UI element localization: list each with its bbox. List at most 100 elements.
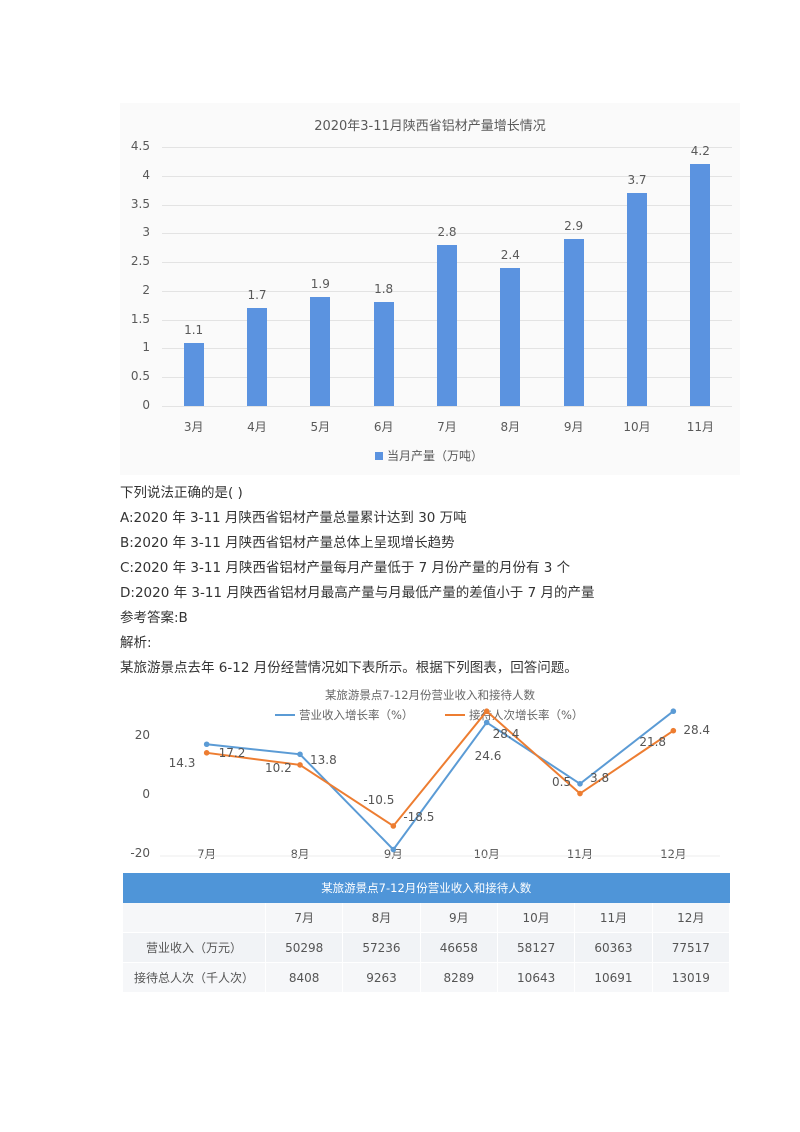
option-c: C:2020 年 3-11 月陕西省铝材产量每月产量低于 7 月份产量的月份有 … xyxy=(120,560,571,576)
x-tick-label: 4月 xyxy=(247,420,267,434)
legend-line-blue-icon xyxy=(275,714,295,716)
table-cell: 9月 xyxy=(420,903,498,933)
table-header-row: 7月 8月 9月 10月 11月 12月 xyxy=(123,903,731,933)
table-cell: 8月 xyxy=(342,903,421,933)
table-cell: 10691 xyxy=(574,962,653,993)
data-label: 10.2 xyxy=(265,761,292,775)
table-cell: 13019 xyxy=(652,962,731,993)
y-tick-label: 0 xyxy=(142,398,150,412)
table-cell: 接待总人次（千人次） xyxy=(123,962,266,993)
bar-chart-legend: 当月产量（万吨） xyxy=(375,447,483,464)
table-cell: 9263 xyxy=(342,962,421,993)
y-tick-label: 4.5 xyxy=(130,139,150,153)
legend-visitor-growth: 接待人次增长率（%） xyxy=(445,707,583,723)
bar-value-label: 1.8 xyxy=(374,282,394,297)
table-cell: 11月 xyxy=(574,903,653,933)
table-cell: 10月 xyxy=(497,903,576,933)
table-cell: 8289 xyxy=(420,962,498,993)
table-caption: 某旅游景点7-12月份营业收入和接待人数 xyxy=(123,873,730,903)
bar xyxy=(500,267,521,406)
bar-chart-title: 2020年3-11月陕西省铝材产量增长情况 xyxy=(314,119,546,134)
table-cell: 57236 xyxy=(342,932,421,963)
table-cell: 77517 xyxy=(652,932,731,963)
data-point-marker xyxy=(483,719,490,726)
data-label: 28.4 xyxy=(683,723,711,737)
bar-value-label: 2.4 xyxy=(500,247,520,262)
table-cell: 46658 xyxy=(420,932,498,963)
data-point-marker xyxy=(297,762,303,768)
y-tick-label: 0 xyxy=(142,787,150,801)
bar-value-label: 3.7 xyxy=(627,173,647,188)
bar-value-label: 2.9 xyxy=(564,219,584,234)
option-b: B:2020 年 3-11 月陕西省铝材产量总体上呈现增长趋势 xyxy=(120,535,455,551)
bar xyxy=(627,193,647,406)
x-tick-label: 6月 xyxy=(373,420,394,434)
revenue-growth-line xyxy=(206,710,674,852)
option-d: D:2020 年 3-11 月陕西省铝材月最高产量与月最低产量的差值小于 7 月… xyxy=(120,585,595,601)
data-point-marker xyxy=(203,750,210,756)
legend-swatch-icon xyxy=(375,451,383,460)
y-tick-label: 1 xyxy=(142,340,150,355)
line-chart-title: 某旅游景点7-12月份营业收入和接待人数 xyxy=(324,688,536,702)
y-tick-label: 3 xyxy=(142,225,150,240)
data-label: -10.5 xyxy=(363,793,395,807)
bar-value-label: 2.8 xyxy=(437,224,457,239)
data-label: 28.4 xyxy=(492,727,520,741)
data-point-marker xyxy=(670,727,677,734)
data-label: 13.8 xyxy=(310,753,337,767)
option-a: A:2020 年 3-11 月陕西省铝材产量总量累计达到 30 万吨 xyxy=(120,510,467,526)
data-label: -18.5 xyxy=(403,810,435,824)
analysis-label: 解析: xyxy=(120,635,152,651)
y-tick-label: 20 xyxy=(134,728,150,742)
bar xyxy=(690,164,711,406)
data-point-marker xyxy=(390,846,397,853)
intro-text: 某旅游景点去年 6-12 月份经营情况如下表所示。根据下列图表，回答问题。 xyxy=(120,660,578,676)
data-label: 17.2 xyxy=(218,746,246,760)
table-cell: 10643 xyxy=(497,962,576,993)
bar-value-label: 4.2 xyxy=(690,144,710,159)
x-tick-label: 5月 xyxy=(310,420,331,434)
data-point-marker xyxy=(577,790,583,797)
table-cell: 60363 xyxy=(574,932,653,963)
bar xyxy=(310,296,331,406)
y-tick-label: 3.5 xyxy=(130,196,150,211)
legend-label: 当月产量（万吨） xyxy=(387,449,484,463)
data-label: 21.8 xyxy=(639,735,667,749)
data-table: 某旅游景点7-12月份营业收入和接待人数 7月 8月 9月 10月 11月 12… xyxy=(123,873,731,993)
data-point-marker xyxy=(577,780,583,787)
x-tick-label: 8月 xyxy=(290,847,310,861)
bar xyxy=(247,308,267,406)
data-point-marker xyxy=(670,708,677,715)
data-point-marker xyxy=(297,751,303,758)
line-chart: 某旅游景点7-12月份营业收入和接待人数 营业收入增长率（%） 接待人次增长率（… xyxy=(120,683,740,873)
y-tick-label: 4 xyxy=(142,167,150,182)
visitor-growth-line xyxy=(206,709,674,828)
y-tick-label: 1.5 xyxy=(130,311,150,326)
data-label: 14.3 xyxy=(168,756,196,770)
x-tick-label: 12月 xyxy=(660,847,687,861)
question-stem: 下列说法正确的是( ) xyxy=(120,485,243,501)
gridline xyxy=(162,233,732,235)
legend-line-orange-icon xyxy=(445,714,465,716)
x-tick-label: 7月 xyxy=(197,847,217,861)
bar-value-label: 1.1 xyxy=(184,322,204,337)
bar-chart: 2020年3-11月陕西省铝材产量增长情况 0 0.5 1 1.5 2 2.5 3 3.5 4 4… xyxy=(120,103,740,475)
table-cell: 8408 xyxy=(265,962,344,993)
x-tick-label: 8月 xyxy=(500,420,521,434)
table-cell: 58127 xyxy=(497,932,576,963)
x-tick-label: 9月 xyxy=(563,420,584,434)
bar xyxy=(563,239,584,406)
gridline xyxy=(162,406,732,407)
x-tick-label: 7月 xyxy=(437,420,457,434)
table-cell: 7月 xyxy=(265,903,344,933)
gridline xyxy=(162,204,732,206)
table-row: 接待总人次（千人次） 8408 9263 8289 10643 10691 13… xyxy=(123,962,731,993)
legend-revenue-growth: 营业收入增长率（%） xyxy=(275,707,413,723)
y-tick-label: 2.5 xyxy=(130,254,150,269)
x-tick-label: 10月 xyxy=(473,847,500,861)
table-cell: 50298 xyxy=(265,932,344,963)
table-cell: 营业收入（万元） xyxy=(123,932,266,963)
legend-label: 接待人次增长率（%） xyxy=(469,708,584,722)
x-tick-label: 11月 xyxy=(566,847,594,861)
x-tick-label: 11月 xyxy=(686,420,714,434)
